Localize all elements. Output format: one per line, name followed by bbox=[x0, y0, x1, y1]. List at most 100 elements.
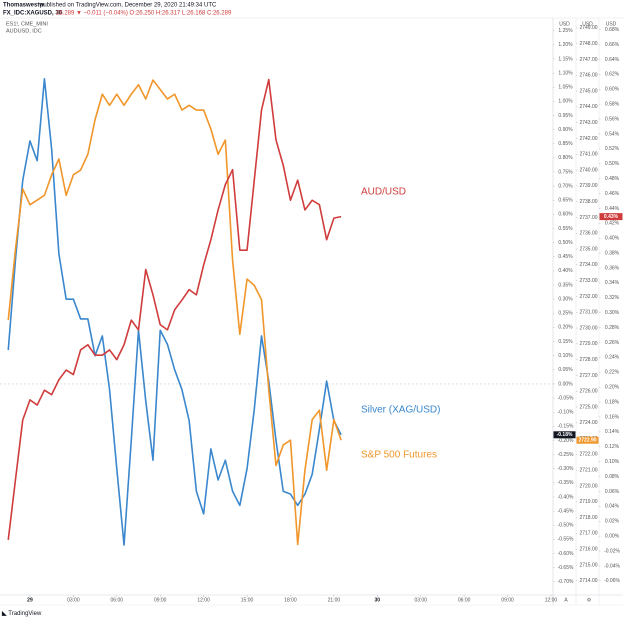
y-tick-label: 0.80% bbox=[558, 155, 573, 161]
y-tick-label: 0.10% bbox=[558, 353, 573, 359]
series-line bbox=[7, 79, 342, 546]
y-tick-label: 2726.00 bbox=[579, 389, 597, 395]
x-tick-label: 09:00 bbox=[154, 597, 167, 603]
y-tick-label: 0.12% bbox=[605, 444, 620, 450]
y-tick-label: -0.05% bbox=[558, 395, 574, 401]
y-tick-label: 2737.00 bbox=[579, 215, 597, 221]
y-tick-label: -0.02% bbox=[604, 548, 620, 554]
y-tick-label: 0.68% bbox=[605, 27, 620, 33]
x-tick-label: 30 bbox=[375, 597, 381, 603]
y-tick-label: 0.02% bbox=[605, 519, 620, 525]
x-tick-label: 18:00 bbox=[284, 597, 297, 603]
symbol: FX_IDC:XAGUSD, 30 bbox=[3, 11, 63, 17]
y-tick-label: 1.15% bbox=[558, 56, 573, 62]
y-tick-label: 0.52% bbox=[605, 146, 620, 152]
price-tag-label: 0.43% bbox=[604, 214, 619, 220]
y-tick-label: -0.60% bbox=[558, 551, 574, 557]
y-tick-label: 1.05% bbox=[558, 85, 573, 91]
y-tick-label: 0.40% bbox=[558, 268, 573, 274]
y-tick-label: 2736.00 bbox=[579, 231, 597, 237]
y-tick-label: 0.16% bbox=[605, 414, 620, 420]
brand-icon: ◣ bbox=[1, 610, 8, 617]
y-tick-label: 0.64% bbox=[605, 57, 620, 63]
series-line bbox=[7, 77, 342, 546]
y-tick-label: -0.06% bbox=[604, 578, 620, 584]
y-tick-label: 2730.00 bbox=[579, 325, 597, 331]
y-tick-label: 0.55% bbox=[558, 226, 573, 232]
overlay-symbol: ES1!, CME_MINI bbox=[6, 21, 48, 27]
y-tick-label: 2746.00 bbox=[579, 73, 597, 79]
y-tick-label: 2749.00 bbox=[579, 25, 597, 31]
y-tick-label: -0.70% bbox=[558, 579, 574, 585]
x-tick-label: 12:00 bbox=[197, 597, 210, 603]
y-tick-label: 0.50% bbox=[558, 240, 573, 246]
y-tick-label: -0.25% bbox=[558, 452, 574, 458]
y-tick-label: -0.45% bbox=[558, 508, 574, 514]
y-tick-label: 0.70% bbox=[558, 183, 573, 189]
y-tick-label: -0.40% bbox=[558, 494, 574, 500]
y-tick-label: 2747.00 bbox=[579, 57, 597, 63]
y-tick-label: 1.10% bbox=[558, 70, 573, 76]
y-tick-label: -0.15% bbox=[558, 424, 574, 430]
y-tick-label: 0.15% bbox=[558, 339, 573, 345]
y-tick-label: 0.65% bbox=[558, 198, 573, 204]
y-tick-label: 0.08% bbox=[605, 474, 620, 480]
y-tick-label: 2743.00 bbox=[579, 120, 597, 126]
y-tick-label: 0.95% bbox=[558, 113, 573, 119]
y-tick-label: 0.30% bbox=[558, 296, 573, 302]
y-tick-label: 2714.00 bbox=[579, 578, 597, 584]
y-tick-label: 0.44% bbox=[605, 206, 620, 212]
y-tick-label: 0.48% bbox=[605, 176, 620, 182]
y-tick-label: 2719.00 bbox=[579, 499, 597, 505]
x-tick-label: 03:00 bbox=[414, 597, 427, 603]
y-tick-label: 2745.00 bbox=[579, 88, 597, 94]
y-tick-label: 2727.00 bbox=[579, 373, 597, 379]
scale-button[interactable]: A bbox=[564, 597, 568, 603]
price-tag bbox=[576, 436, 599, 444]
y-tick-label: 2717.00 bbox=[579, 531, 597, 537]
y-tick-label: 0.14% bbox=[605, 429, 620, 435]
y-tick-label: 2729.00 bbox=[579, 341, 597, 347]
y-tick-label: 0.36% bbox=[605, 265, 620, 271]
y-tick-label: 0.32% bbox=[605, 295, 620, 301]
series-label: S&P 500 Futures bbox=[361, 450, 437, 461]
y-tick-label: 2732.00 bbox=[579, 294, 597, 300]
y-tick-label: 2728.00 bbox=[579, 357, 597, 363]
y-tick-label: 2731.00 bbox=[579, 310, 597, 316]
y-tick-label: -0.10% bbox=[558, 410, 574, 416]
y-tick-label: -0.35% bbox=[558, 480, 574, 486]
y-tick-label: 0.05% bbox=[558, 367, 573, 373]
author: Thomaswestw bbox=[3, 3, 44, 9]
scale-button[interactable]: ⚙ bbox=[587, 597, 592, 603]
brand-name: TradingView bbox=[8, 611, 42, 617]
axis-title: USD bbox=[606, 21, 617, 27]
quote: 26.289 ▼ −0.011 (−0.04%) O:26.250 H:26.3… bbox=[56, 11, 232, 17]
brand: ◣ TradingView bbox=[1, 610, 42, 617]
y-tick-label: 0.34% bbox=[605, 280, 620, 286]
y-tick-label: 2735.00 bbox=[579, 246, 597, 252]
x-tick-label: 06:00 bbox=[111, 597, 124, 603]
y-tick-label: 0.45% bbox=[558, 254, 573, 260]
y-tick-label: 2744.00 bbox=[579, 104, 597, 110]
y-tick-label: 2738.00 bbox=[579, 199, 597, 205]
y-tick-label: 1.25% bbox=[558, 28, 573, 34]
y-tick-label: 0.75% bbox=[558, 169, 573, 175]
y-tick-label: 0.25% bbox=[558, 311, 573, 317]
y-tick-label: 2725.00 bbox=[579, 404, 597, 410]
y-tick-label: -0.65% bbox=[558, 565, 574, 571]
x-tick-label: 03:00 bbox=[67, 597, 80, 603]
y-tick-label: 0.20% bbox=[605, 385, 620, 391]
published: published on TradingView.com, December 2… bbox=[40, 3, 217, 9]
y-tick-label: 0.46% bbox=[605, 191, 620, 197]
y-tick-label: -0.50% bbox=[558, 523, 574, 529]
y-tick-label: 2720.00 bbox=[579, 483, 597, 489]
y-tick-label: 2716.00 bbox=[579, 547, 597, 553]
y-tick-label: 0.24% bbox=[605, 355, 620, 361]
y-tick-label: 0.42% bbox=[605, 221, 620, 227]
y-tick-label: 2739.00 bbox=[579, 183, 597, 189]
y-tick-label: 2715.00 bbox=[579, 562, 597, 568]
y-tick-label: 0.38% bbox=[605, 250, 620, 256]
y-tick-label: 0.00% bbox=[605, 533, 620, 539]
